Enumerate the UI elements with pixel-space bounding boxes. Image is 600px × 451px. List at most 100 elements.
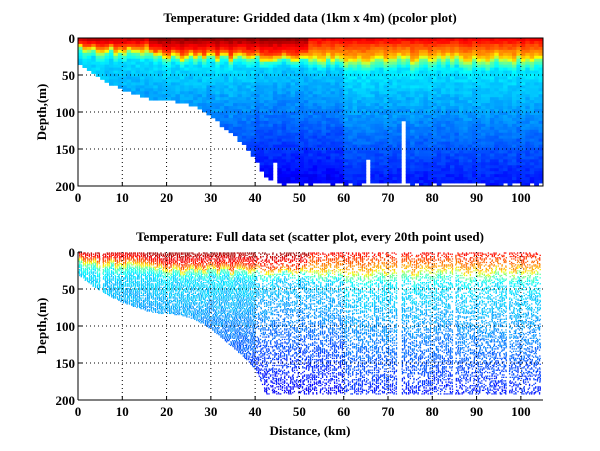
pcolor-cell	[343, 106, 349, 110]
pcolor-cell	[388, 106, 393, 110]
scatter-point	[106, 290, 109, 292]
scatter-point	[114, 274, 116, 277]
scatter-point	[122, 254, 124, 257]
scatter-point	[104, 259, 107, 261]
pcolor-cell	[525, 64, 531, 68]
pcolor-cell	[454, 144, 460, 148]
pcolor-cell	[188, 61, 194, 66]
scatter-point	[124, 278, 126, 280]
pcolor-cell	[498, 183, 504, 187]
scatter-point	[124, 280, 127, 283]
pcolor-cell	[441, 117, 446, 122]
scatter-point	[119, 255, 121, 258]
pcolor-cell	[343, 112, 349, 116]
pcolor-cell	[463, 120, 469, 125]
pcolor-cell	[450, 76, 455, 80]
pcolor-cell	[525, 58, 531, 63]
pcolor-cell	[228, 114, 234, 119]
pcolor-cell	[135, 46, 141, 51]
pcolor-cell	[467, 150, 473, 154]
pcolor-cell	[520, 49, 526, 54]
pcolor-cell	[463, 165, 469, 169]
pcolor-cell	[538, 153, 544, 157]
pcolor-cell	[343, 76, 349, 80]
pcolor-cell	[326, 153, 331, 157]
pcolor-cell	[441, 138, 446, 142]
pcolor-cell	[308, 64, 314, 68]
pcolor-cell	[277, 82, 283, 86]
pcolor-cell	[450, 177, 455, 181]
pcolor-cell	[268, 64, 274, 68]
pcolor-cell	[396, 174, 402, 178]
pcolor-cell	[241, 126, 247, 131]
pcolor-cell	[179, 76, 185, 80]
pcolor-cell	[122, 61, 128, 66]
pcolor-cell	[321, 85, 327, 89]
pcolor-cell	[312, 55, 318, 60]
pcolor-cell	[299, 109, 305, 113]
pcolor-cell	[410, 135, 415, 140]
pcolor-cell	[388, 58, 393, 63]
pcolor-cell	[259, 165, 265, 169]
pcolor-cell	[326, 94, 331, 98]
pcolor-cell	[295, 168, 300, 172]
pcolor-cell	[277, 70, 283, 74]
scatter-point	[114, 290, 117, 292]
scatter-point	[119, 284, 121, 286]
scatter-point	[118, 274, 120, 277]
pcolor-cell	[272, 52, 278, 57]
pcolor-cell	[454, 100, 460, 104]
scatter-point	[128, 261, 130, 264]
scatter-point	[121, 276, 123, 278]
scatter-point	[84, 271, 86, 273]
pcolor-cell	[458, 55, 464, 60]
pcolor-cell	[295, 79, 300, 83]
pcolor-cell	[348, 38, 353, 42]
scatter-point	[114, 279, 117, 281]
scatter-point	[92, 280, 94, 283]
scatter-point	[117, 276, 119, 278]
pcolor-cell	[405, 120, 411, 125]
scatter-point	[130, 273, 132, 275]
pcolor-cell	[383, 79, 389, 83]
pcolor-cell	[370, 123, 376, 128]
pcolor-cell	[109, 49, 114, 54]
pcolor-cell	[396, 40, 402, 45]
scatter-point	[118, 299, 120, 302]
pcolor-cell	[520, 100, 526, 104]
pcolor-cell	[361, 150, 367, 154]
pcolor-cell	[489, 165, 495, 169]
pcolor-cell	[312, 43, 318, 48]
pcolor-cell	[109, 40, 114, 45]
pcolor-cell	[290, 88, 296, 92]
scatter-point	[134, 283, 136, 285]
scatter-point	[97, 274, 99, 277]
pcolor-cell	[330, 106, 336, 110]
pcolor-cell	[286, 180, 291, 184]
scatter-point	[104, 268, 107, 271]
pcolor-cell	[538, 171, 544, 175]
scatter-point	[116, 261, 118, 264]
pcolor-cell	[454, 85, 460, 89]
pcolor-cell	[135, 49, 141, 54]
pcolor-cell	[476, 70, 482, 74]
scatter-point	[133, 284, 135, 286]
scatter-point	[116, 273, 119, 275]
pcolor-cell	[423, 100, 429, 104]
scatter-point	[105, 264, 107, 266]
pcolor-cell	[281, 117, 287, 122]
pcolor-cell	[516, 55, 522, 60]
pcolor-cell	[299, 120, 305, 125]
pcolor-cell	[481, 97, 486, 101]
pcolor-cell	[458, 147, 464, 151]
pcolor-cell	[286, 132, 291, 137]
pcolor-cell	[171, 97, 176, 101]
pcolor-cell	[538, 67, 544, 71]
pcolor-cell	[166, 40, 172, 45]
pcolor-cell	[414, 165, 420, 169]
pcolor-cell	[188, 58, 194, 63]
pcolor-cell	[135, 85, 141, 89]
pcolor-cell	[507, 120, 513, 125]
pcolor-cell	[383, 165, 389, 169]
pcolor-cell	[268, 46, 274, 51]
